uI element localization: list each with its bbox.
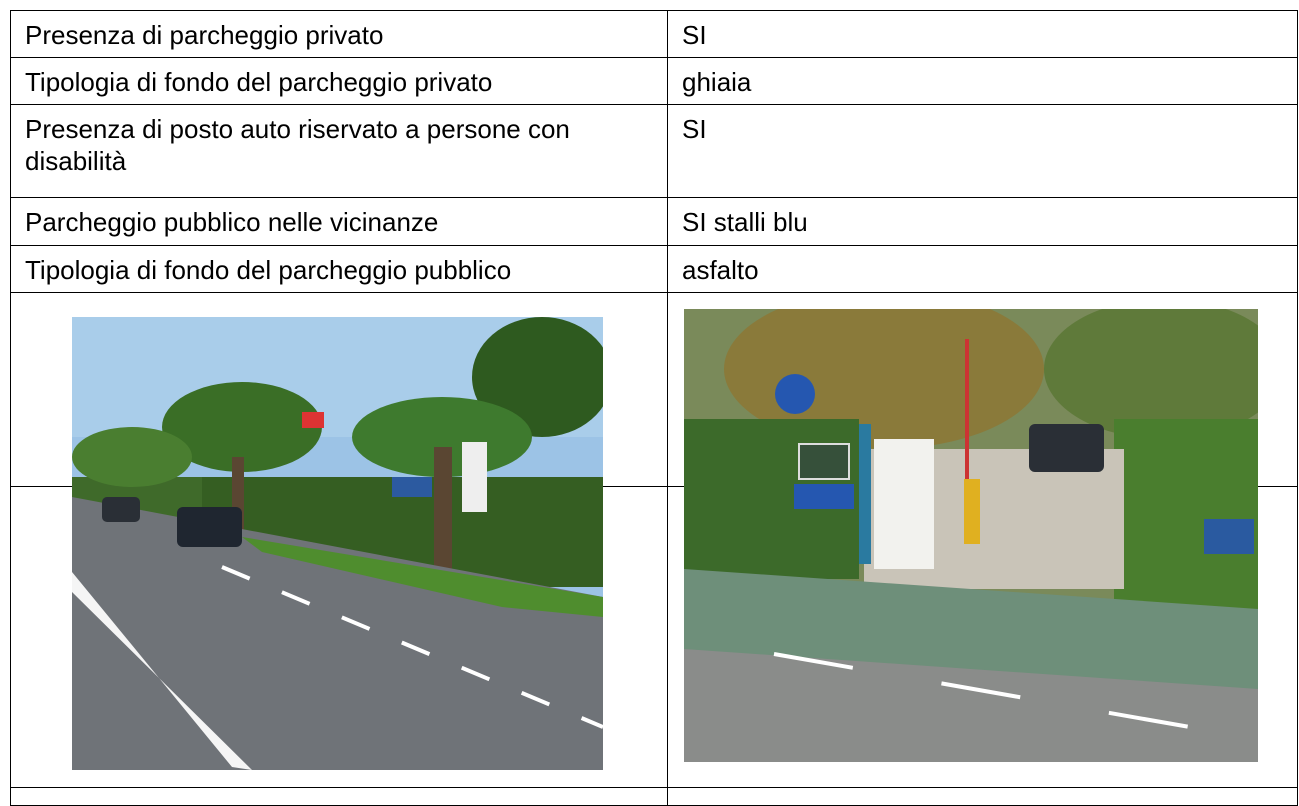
street-photo (72, 317, 603, 770)
row-label: Presenza di parcheggio privato (10, 10, 668, 58)
row-value: SI (667, 104, 1298, 198)
table: Presenza di parcheggio privato SI Tipologi… (10, 10, 1298, 806)
page: Presenza di parcheggio privato SI Tipologi… (10, 10, 1298, 806)
row-label: Tipologia di fondo del parcheggio pubbli… (10, 245, 668, 293)
entrance-photo (684, 309, 1258, 762)
row-label: Parcheggio pubblico nelle vicinanze (10, 197, 668, 246)
row-value: SI stalli blu (667, 197, 1298, 246)
row-label: Tipologia di fondo del parcheggio privat… (10, 57, 668, 105)
row-value: ghiaia (667, 57, 1298, 105)
row-value: SI (667, 10, 1298, 58)
row-label: Presenza di posto auto riservato a perso… (10, 104, 668, 198)
row-value: asfalto (667, 245, 1298, 293)
